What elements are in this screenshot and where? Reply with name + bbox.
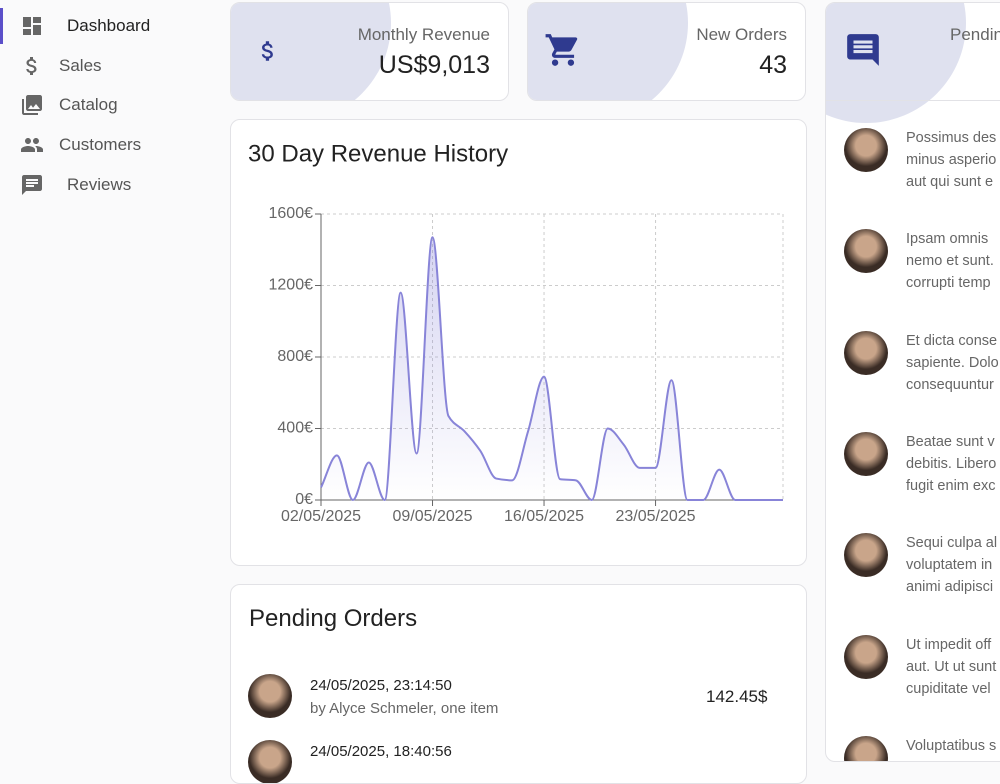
line bbox=[320, 236, 783, 502]
avatar bbox=[844, 533, 888, 578]
menu-icon bbox=[21, 138, 43, 153]
dollar-icon bbox=[261, 41, 273, 61]
avatar bbox=[248, 740, 292, 783]
cart-icon bbox=[545, 34, 578, 66]
avatar bbox=[844, 634, 888, 679]
x-tick-label: 09/05/2025 bbox=[392, 508, 472, 525]
menu-item[interactable]: Sales bbox=[0, 48, 220, 84]
review-line: Et dicta conse bbox=[906, 332, 998, 349]
avatar bbox=[844, 330, 888, 375]
stat-label: Monthly Revenue bbox=[357, 25, 490, 44]
avatar bbox=[844, 128, 888, 172]
reviews-card: Pending Reviews Possimus des minus asperi… bbox=[825, 2, 1000, 762]
review-line: animi adipisci bbox=[906, 579, 994, 596]
review-line: Beatae sunt v bbox=[906, 433, 995, 450]
chart-card: 30 Day Revenue History 0€ 400€ 800€ 1200€ 16… bbox=[230, 119, 807, 566]
review-text[interactable]: Ut impedit off aut. Ut ut sunt cupiditate … bbox=[906, 634, 996, 700]
review-line: aut qui sunt e bbox=[906, 174, 994, 190]
y-tick-label: 400€ bbox=[277, 420, 313, 437]
review-text[interactable]: Et dicta conse sapiente. Dolo consequuntur bbox=[906, 330, 999, 396]
menu-item[interactable]: Customers bbox=[0, 127, 220, 163]
y-tick-label: 1200€ bbox=[269, 277, 314, 294]
stat-card[interactable]: New Orders 43 bbox=[527, 2, 806, 101]
comment-icon bbox=[847, 34, 879, 66]
review-line: Possimus des bbox=[906, 130, 997, 146]
review-line: Voluptatibus s bbox=[906, 737, 997, 754]
menu-icon bbox=[22, 174, 42, 195]
review-line: consequuntur bbox=[906, 376, 994, 393]
menu-label: Sales bbox=[59, 55, 102, 75]
order-date: 24/05/2025, 18:40:56 bbox=[310, 743, 452, 760]
review-line: cupiditate vel bbox=[906, 680, 991, 697]
review-line: nemo et sunt. bbox=[906, 253, 994, 270]
x-tick-label: 16/05/2025 bbox=[504, 508, 584, 525]
review-text[interactable]: Voluptatibus s bbox=[906, 735, 996, 757]
review-line: minus asperio bbox=[906, 152, 997, 168]
review-text[interactable]: Beatae sunt v debitis. Libero fugit enim e… bbox=[906, 431, 996, 497]
menu-label: Customers bbox=[59, 135, 142, 155]
area bbox=[321, 237, 783, 500]
stat-value: 43 bbox=[759, 51, 787, 79]
review-text[interactable]: Sequi culpa al voluptatem in animi adipisc… bbox=[906, 532, 997, 598]
order-total: 142.45$ bbox=[706, 687, 768, 706]
review-line: corrupti temp bbox=[906, 275, 991, 292]
menu-label: Dashboard bbox=[67, 16, 151, 35]
y-tick-label: 0€ bbox=[295, 491, 313, 508]
menu-icon bbox=[23, 17, 41, 35]
order-customer: by Alyce Schmeler, one item bbox=[310, 700, 499, 717]
review-line: Ipsam omnis bbox=[906, 231, 989, 248]
order-date: 24/05/2025, 23:14:50 bbox=[310, 677, 452, 694]
menu-item[interactable]: Catalog bbox=[0, 87, 220, 123]
stat-value: US$9,013 bbox=[378, 51, 490, 79]
orders-title: Pending Orders bbox=[249, 605, 418, 632]
menu-icon bbox=[26, 56, 37, 75]
review-line: aut. Ut ut sunt bbox=[906, 658, 997, 675]
review-text[interactable]: Ipsam omnis nemo et sunt. corrupti temp bbox=[906, 228, 994, 294]
menu-icon bbox=[22, 95, 42, 116]
orders-card: Pending Orders 24/05/2025, 23:14:50 by Al… bbox=[230, 584, 807, 784]
stat-label: New Orders bbox=[696, 25, 787, 44]
review-text[interactable]: Possimus des minus asperio aut qui sunt e bbox=[906, 127, 996, 193]
stat-card[interactable]: Monthly Revenue US$9,013 bbox=[230, 2, 509, 101]
x-tick-label: 23/05/2025 bbox=[616, 508, 696, 525]
avatar bbox=[248, 674, 292, 718]
review-line: debitis. Libero bbox=[906, 455, 997, 472]
x-tick-label: 02/05/2025 bbox=[281, 508, 361, 525]
y-tick-label: 1600€ bbox=[269, 205, 314, 222]
review-line: fugit enim exc bbox=[906, 477, 996, 494]
chart: 30 Day Revenue History 0€ 400€ 800€ 1200€ 16… bbox=[248, 140, 784, 525]
avatar bbox=[844, 735, 888, 761]
menu-item[interactable]: Reviews bbox=[0, 167, 220, 203]
review-line: voluptatem in bbox=[906, 557, 993, 574]
review-line: Sequi culpa al bbox=[906, 535, 998, 552]
review-line: Ut impedit off bbox=[906, 636, 992, 653]
stat-label: Pending Reviews bbox=[950, 25, 1000, 44]
avatar bbox=[844, 431, 888, 476]
review-line: sapiente. Dolo bbox=[906, 354, 999, 371]
chart-title: 30 Day Revenue History bbox=[248, 140, 508, 167]
menu-label: Reviews bbox=[67, 174, 132, 194]
menu-item[interactable]: Dashboard bbox=[0, 8, 220, 44]
avatar bbox=[844, 229, 888, 274]
menu-label: Catalog bbox=[59, 95, 118, 115]
y-tick-label: 800€ bbox=[277, 348, 313, 365]
